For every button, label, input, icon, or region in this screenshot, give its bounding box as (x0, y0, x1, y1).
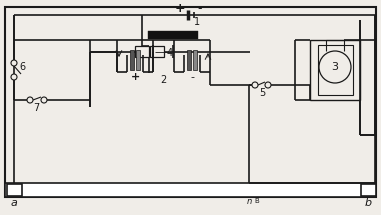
Text: 2: 2 (160, 75, 166, 85)
Bar (5, 7, 376, 197)
Bar (130, 50, 134, 70)
Text: n: n (247, 197, 251, 206)
Bar (150, 46, 164, 57)
Circle shape (11, 74, 17, 80)
Text: -: - (190, 72, 194, 82)
Text: +: + (130, 72, 139, 82)
Bar (361, 184, 376, 196)
Circle shape (319, 51, 351, 83)
Bar (5, 183, 376, 197)
Bar (318, 45, 353, 95)
Text: +: + (174, 3, 185, 15)
Circle shape (41, 97, 47, 103)
Text: -: - (198, 3, 202, 15)
Bar (310, 40, 360, 100)
Circle shape (252, 82, 258, 88)
Circle shape (27, 97, 33, 103)
Text: B: B (255, 198, 259, 204)
Bar (135, 46, 149, 57)
Bar (7, 184, 22, 196)
Bar (148, 31, 198, 39)
Text: 6: 6 (19, 62, 25, 72)
Text: 5: 5 (259, 88, 265, 98)
Bar (187, 50, 191, 70)
Circle shape (265, 82, 271, 88)
Text: 4: 4 (167, 48, 173, 58)
Text: a: a (11, 198, 18, 208)
Text: 1: 1 (194, 17, 200, 27)
Text: 7: 7 (33, 103, 39, 113)
Circle shape (11, 60, 17, 66)
Bar (193, 50, 197, 70)
Bar (136, 50, 140, 70)
Text: b: b (365, 198, 371, 208)
Text: 3: 3 (331, 62, 338, 72)
